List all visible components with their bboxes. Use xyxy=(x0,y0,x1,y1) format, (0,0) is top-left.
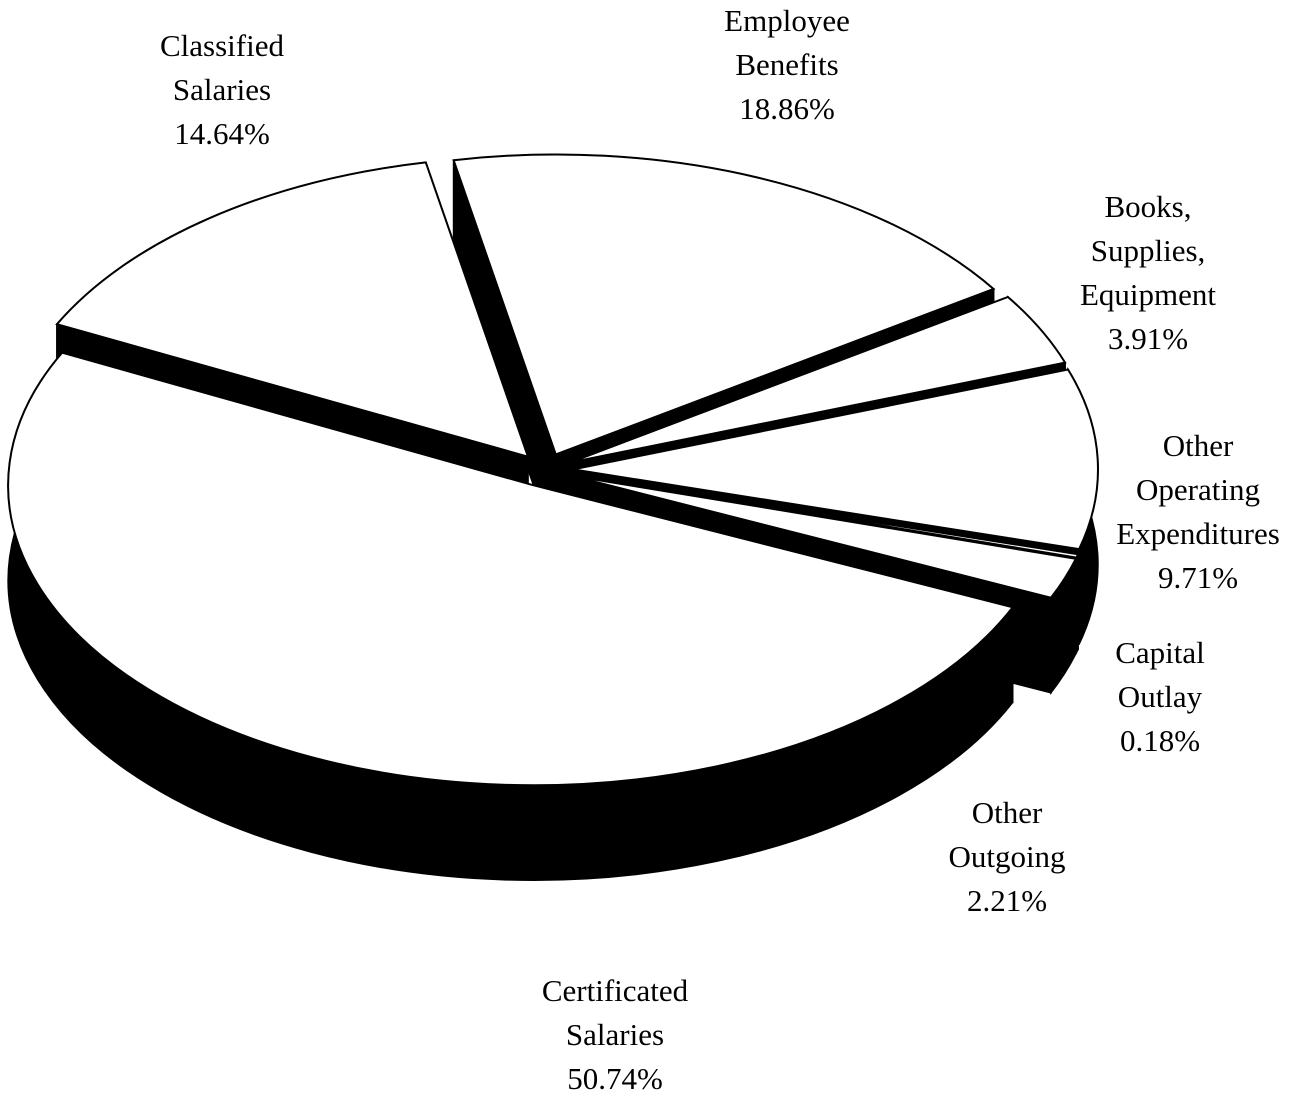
slice-label: Certificated Salaries 50.74% xyxy=(542,969,688,1101)
value-label: 14.64% xyxy=(174,116,270,151)
category-label: Books, Supplies, Equipment xyxy=(1079,189,1217,312)
slice-top xyxy=(452,153,996,456)
slice-label: Other Operating Expenditures 9.71% xyxy=(1116,424,1280,600)
category-label: Classified Salaries xyxy=(160,28,284,107)
value-label: 0.18% xyxy=(1119,723,1201,758)
slice-top xyxy=(569,295,1067,464)
slice-top xyxy=(7,351,1015,787)
category-label: Other Operating Expenditures xyxy=(1116,428,1280,551)
value-label: 3.91% xyxy=(1107,321,1189,356)
slice-top xyxy=(55,161,530,459)
category-label: Capital Outlay xyxy=(1115,635,1205,714)
category-label: Other Outgoing xyxy=(948,795,1066,874)
slice-label: Other Outgoing 2.21% xyxy=(948,791,1065,923)
value-label: 50.74% xyxy=(567,1061,663,1096)
slice-label: Classified Salaries 14.64% xyxy=(160,24,284,156)
value-label: 18.86% xyxy=(739,91,835,126)
slice xyxy=(7,350,1015,881)
slice-top xyxy=(571,473,1080,559)
slice-label: Books, Supplies, Equipment 3.91% xyxy=(1080,185,1216,361)
category-label: Certificated Salaries xyxy=(541,973,689,1052)
category-label: Employee Benefits xyxy=(724,3,850,82)
slice-top xyxy=(571,474,1078,599)
value-label: 9.71% xyxy=(1157,560,1239,595)
slice-top xyxy=(572,368,1099,551)
value-label: 2.21% xyxy=(966,883,1048,918)
slice-label: Capital Outlay 0.18% xyxy=(1115,631,1205,763)
slice-side xyxy=(1075,553,1079,653)
slice-label: Employee Benefits 18.86% xyxy=(724,0,850,131)
